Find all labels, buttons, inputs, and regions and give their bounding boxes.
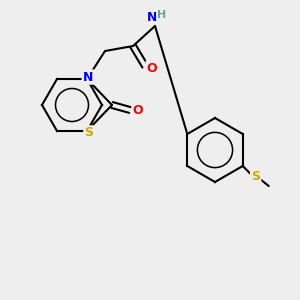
Text: S: S (251, 170, 260, 184)
Text: O: O (147, 61, 157, 74)
Text: N: N (83, 70, 93, 83)
Text: H: H (158, 10, 166, 20)
Text: N: N (147, 11, 157, 23)
Text: O: O (133, 103, 143, 116)
Text: S: S (85, 127, 94, 140)
